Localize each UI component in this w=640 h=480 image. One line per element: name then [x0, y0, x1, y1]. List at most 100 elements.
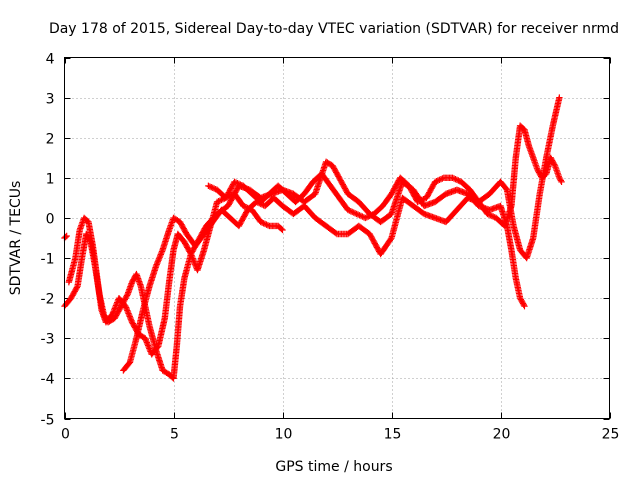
data-point-marker [347, 208, 355, 215]
data-point-marker [349, 208, 356, 216]
series-track-4 [205, 122, 565, 230]
y-tick-label: 1 [46, 172, 55, 188]
data-point-marker [452, 175, 459, 183]
data-point-marker [216, 197, 224, 204]
data-point-marker [215, 198, 222, 205]
data-point-marker [367, 212, 375, 219]
y-tick-label: -2 [41, 292, 55, 308]
series-track-2 [65, 190, 286, 358]
tick-labels: 0 5 10 15 20 25 -5 -4 -3 -2 -1 0 1 2 3 4 [41, 52, 620, 443]
data-point-marker [439, 175, 446, 182]
y-tick-label: 2 [46, 132, 55, 148]
data-point-marker [231, 178, 238, 186]
data-point-marker [213, 198, 221, 206]
data-point-marker [344, 206, 352, 214]
x-tick-label: 10 [275, 427, 293, 443]
axis-ticks [64, 57, 611, 420]
x-tick-label: 0 [61, 427, 70, 443]
data-point-marker [520, 301, 527, 309]
data-point-marker [232, 179, 240, 186]
data-point-marker [346, 207, 353, 214]
data-point-marker [359, 213, 366, 220]
data-point-marker [437, 175, 445, 183]
y-tick-label: -5 [41, 413, 55, 429]
data-point-marker [433, 177, 440, 185]
data-points [61, 94, 565, 382]
x-tick-label: 20 [493, 427, 511, 443]
data-point-marker [484, 210, 491, 218]
data-point-marker [434, 177, 442, 184]
data-point-marker [436, 176, 443, 184]
grid-lines [64, 57, 610, 419]
data-point-marker [260, 220, 267, 227]
data-point-marker [332, 229, 339, 237]
data-point-marker [551, 161, 558, 168]
chart-title: Day 178 of 2015, Sidereal Day-to-day VTE… [49, 21, 619, 37]
data-point-marker [557, 177, 565, 184]
data-point-marker [521, 302, 528, 310]
data-point-marker [485, 211, 493, 218]
data-point-marker [62, 233, 69, 241]
data-point-marker [210, 185, 218, 192]
x-tick-label: 5 [170, 427, 179, 443]
data-point-marker [356, 212, 363, 219]
data-point-marker [490, 213, 497, 220]
data-point-marker [264, 222, 272, 229]
data-point-marker [362, 214, 369, 222]
series-track-3 [120, 94, 563, 374]
data-point-marker [387, 236, 394, 243]
data-point-marker [187, 249, 194, 256]
data-point-marker [450, 175, 458, 182]
y-tick-label: -3 [41, 332, 55, 348]
data-point-marker [279, 226, 286, 234]
data-point-marker [487, 212, 494, 219]
data-point-marker [218, 196, 225, 204]
data-point-marker [431, 178, 439, 186]
data-point-marker [237, 181, 244, 188]
x-axis-label: GPS time / hours [275, 459, 392, 475]
data-point-marker [488, 212, 495, 220]
y-axis-label: SDTVAR / TECUs [8, 181, 24, 296]
y-tick-label: 0 [46, 212, 55, 228]
data-point-marker [420, 196, 427, 203]
data-point-marker [208, 183, 215, 191]
data-point-marker [365, 213, 372, 220]
data-point-marker [418, 196, 426, 204]
y-tick-label: -1 [41, 252, 55, 268]
data-point-marker [455, 177, 462, 184]
data-point-marker [263, 221, 270, 228]
data-point-marker [209, 184, 216, 192]
data-point-marker [351, 210, 359, 217]
data-point-marker [235, 180, 243, 188]
data-point-marker [278, 225, 285, 233]
data-point-marker [261, 220, 269, 228]
data-point-marker [234, 179, 241, 187]
data-point-marker [453, 176, 461, 184]
data-point-marker [206, 183, 214, 190]
data-point-marker [73, 284, 81, 291]
y-tick-label: 3 [46, 92, 55, 108]
data-point-marker [558, 178, 565, 186]
data-point-marker [357, 212, 365, 220]
data-point-marker [240, 202, 247, 210]
data-point-marker [556, 94, 563, 101]
y-tick-label: 4 [46, 52, 55, 68]
x-tick-label: 25 [602, 427, 620, 443]
series-track-5 [61, 232, 70, 242]
data-point-marker [258, 219, 266, 226]
data-point-marker [415, 198, 423, 205]
data-point-marker [363, 214, 370, 221]
data-point-marker [366, 212, 373, 220]
y-tick-label: -4 [41, 372, 55, 388]
data-point-marker [350, 209, 357, 216]
data-point-marker [123, 292, 131, 299]
series-track-1 [61, 158, 528, 382]
data-point-marker [241, 203, 248, 210]
data-point-marker [414, 198, 421, 206]
data-point-marker [257, 218, 264, 226]
data-point-marker [205, 182, 212, 190]
data-point-marker [417, 197, 424, 204]
data-point-marker [353, 210, 360, 218]
data-point-marker [449, 174, 456, 182]
